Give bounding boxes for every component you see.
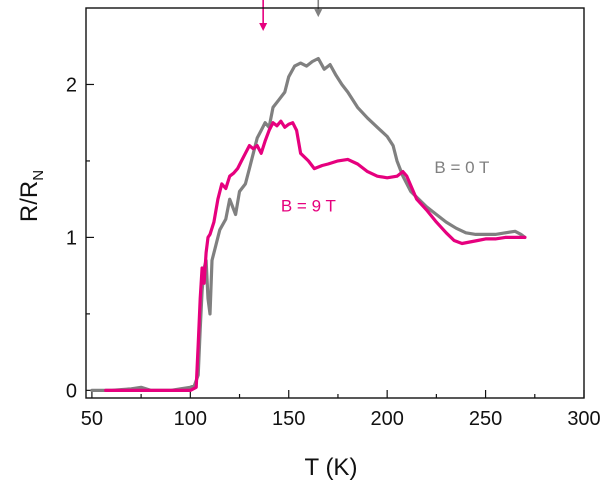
series-label-b9: B = 9 T xyxy=(281,196,336,215)
y-tick-label: 1 xyxy=(66,227,77,249)
series-line-b9 xyxy=(104,119,527,392)
arrow-head xyxy=(314,9,323,18)
plot-frame xyxy=(85,7,585,399)
x-tick-label: 250 xyxy=(469,408,502,430)
arrow-head xyxy=(259,22,268,31)
y-axis-title-subscript: N xyxy=(30,170,47,181)
y-axis-title-main: R/R xyxy=(16,181,43,222)
ticks-layer xyxy=(86,83,585,398)
x-tick-label: 100 xyxy=(174,408,207,430)
annotation-layer xyxy=(259,0,323,31)
x-tick-label: 200 xyxy=(370,408,403,430)
x-tick-label: 300 xyxy=(567,408,600,430)
series-layer xyxy=(90,56,527,392)
x-tick-label: 50 xyxy=(81,408,103,430)
y-tick-label: 0 xyxy=(66,380,77,402)
series-line-b0 xyxy=(90,56,527,392)
series-label-b0: B = 0 T xyxy=(434,158,489,177)
tick-label-layer: 50 100 150 200 250 300 0 1 2 B = 0 T B = 9 T xyxy=(66,74,601,430)
y-axis-title: R/RN xyxy=(16,170,47,222)
x-axis-title: T (K) xyxy=(305,454,358,481)
x-tick-label: 150 xyxy=(272,408,305,430)
y-tick-label: 2 xyxy=(66,74,77,96)
